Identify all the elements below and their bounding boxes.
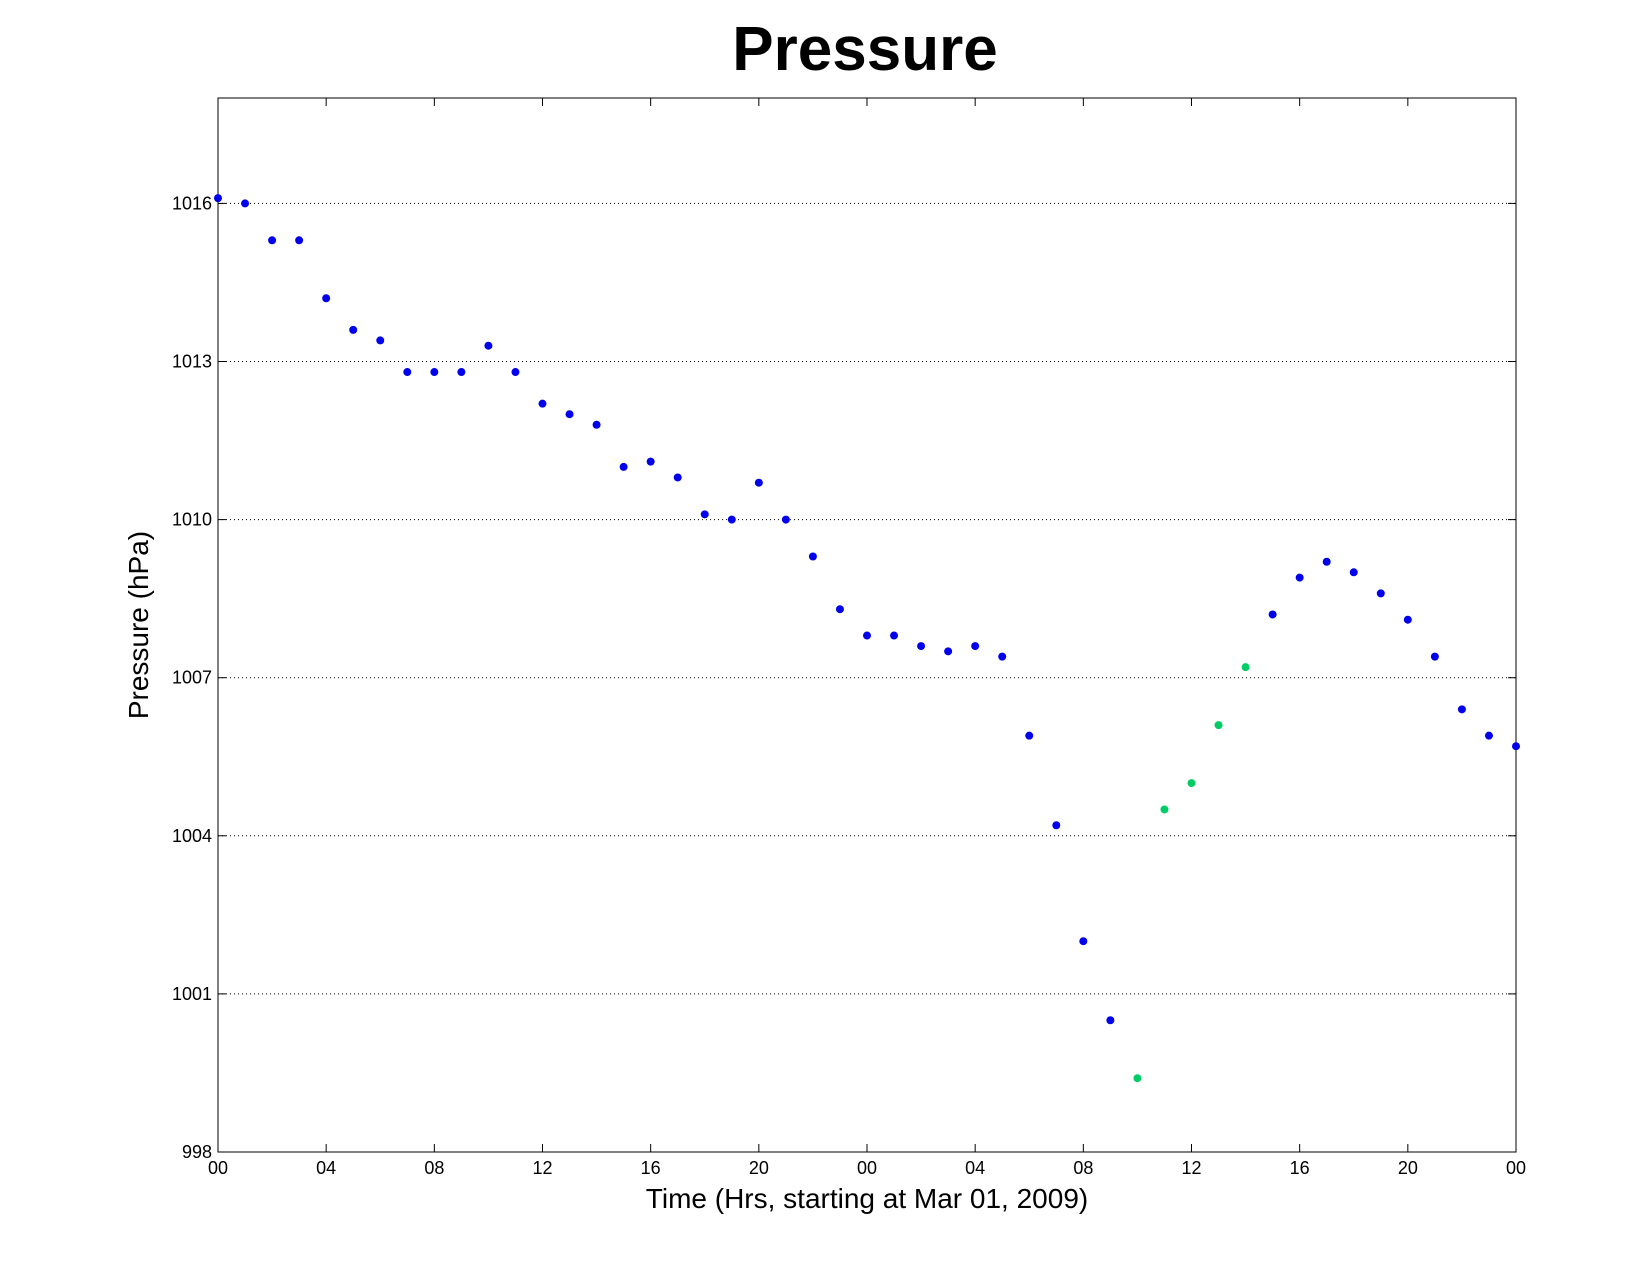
x-tick-label: 16 <box>641 1158 661 1178</box>
x-tick-label: 00 <box>857 1158 877 1178</box>
data-point <box>349 325 358 334</box>
data-point <box>1430 652 1439 661</box>
data-point <box>376 336 385 345</box>
data-point <box>1457 705 1466 714</box>
data-point <box>1106 1016 1115 1025</box>
data-point <box>1376 589 1385 598</box>
data-point <box>511 368 520 377</box>
data-point <box>1025 731 1034 740</box>
data-point <box>268 236 277 245</box>
data-point <box>1349 568 1358 577</box>
x-tick-label: 12 <box>532 1158 552 1178</box>
data-point <box>1322 557 1331 566</box>
data-point <box>700 510 709 519</box>
data-point <box>646 457 655 466</box>
data-point <box>1512 742 1520 751</box>
x-tick-label: 00 <box>1506 1158 1526 1178</box>
data-point <box>1214 721 1223 730</box>
data-point <box>890 631 899 640</box>
data-point <box>944 647 953 656</box>
data-point <box>241 199 250 208</box>
y-tick-label: 1001 <box>172 984 212 1004</box>
x-axis-tick-labels: 00 04 08 12 16 20 00 04 08 12 16 20 00 <box>208 1158 1526 1178</box>
data-point <box>403 368 412 377</box>
data-point <box>998 652 1007 661</box>
data-point <box>295 236 304 245</box>
data-point <box>781 515 790 524</box>
x-tick-label: 08 <box>424 1158 444 1178</box>
data-point <box>1268 610 1277 619</box>
data-point <box>1403 615 1412 624</box>
data-point <box>1052 821 1061 830</box>
data-point <box>1133 1074 1142 1083</box>
y-tick-label: 1010 <box>172 510 212 530</box>
data-point <box>430 368 439 377</box>
data-point <box>1187 779 1196 788</box>
x-tick-label: 20 <box>749 1158 769 1178</box>
data-point <box>1241 663 1250 672</box>
y-axis-tick-labels: 998 1001 1004 1007 1010 1013 1016 <box>172 193 212 1162</box>
x-tick-label: 08 <box>1073 1158 1093 1178</box>
data-point <box>1295 573 1304 582</box>
x-tick-label: 04 <box>965 1158 985 1178</box>
x-tick-label: 16 <box>1290 1158 1310 1178</box>
axis-ticks <box>217 98 1517 1153</box>
y-tick-label: 1013 <box>172 352 212 372</box>
y-tick-label: 1004 <box>172 826 212 846</box>
data-point <box>322 294 331 303</box>
y-tick-label: 1007 <box>172 668 212 688</box>
x-tick-label: 12 <box>1181 1158 1201 1178</box>
data-point <box>727 515 736 524</box>
data-point <box>754 478 763 487</box>
x-tick-label: 20 <box>1398 1158 1418 1178</box>
data-point <box>863 631 871 640</box>
data-point <box>592 420 601 429</box>
data-point <box>917 642 926 651</box>
data-point <box>214 194 222 203</box>
grid-lines <box>218 202 1516 995</box>
data-points <box>214 194 1520 1083</box>
chart-title: Pressure <box>732 15 997 84</box>
data-point <box>484 341 493 350</box>
data-point <box>1160 805 1169 814</box>
y-axis-label: Pressure (hPa) <box>123 531 154 719</box>
x-axis-label: Time (Hrs, starting at Mar 01, 2009) <box>646 1183 1088 1214</box>
data-point <box>538 399 547 408</box>
data-point <box>1079 937 1088 946</box>
data-point <box>971 642 980 651</box>
data-point <box>619 462 628 471</box>
data-point <box>565 410 574 419</box>
x-tick-label: 04 <box>316 1158 336 1178</box>
data-point <box>835 605 844 614</box>
data-point <box>1484 731 1493 740</box>
y-tick-label: 998 <box>182 1142 212 1162</box>
data-point <box>673 473 682 482</box>
x-tick-label: 00 <box>208 1158 228 1178</box>
data-point <box>808 552 817 561</box>
y-tick-label: 1016 <box>172 193 212 213</box>
data-point <box>457 368 466 377</box>
